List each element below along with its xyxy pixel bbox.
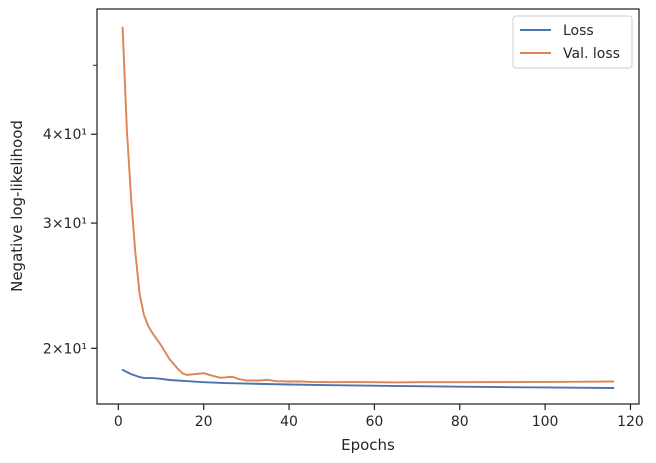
x-tick-label: 80 [451,414,469,430]
x-tick-label: 100 [532,414,559,430]
series-line-val-loss [121,26,615,384]
y-tick-label: 2×10¹ [43,341,87,357]
x-axis-label: Epochs [341,436,395,454]
plot-area [96,8,640,405]
series-layer [121,26,615,389]
x-tick-label: 20 [195,414,213,430]
legend-label-loss: Loss [563,23,594,39]
x-tick-label: 120 [617,414,644,430]
y-tick-label: 3×10¹ [43,216,87,232]
x-tick-label: 0 [114,414,123,430]
x-tick-label: 40 [280,414,298,430]
series-line-loss [121,368,615,389]
legend-label-val-loss: Val. loss [563,46,620,62]
ticks-layer: 0 20 40 60 80 100 120 2×10¹ 3×10¹ 4×10¹ [43,64,644,430]
y-tick-label: 4×10¹ [43,127,87,143]
legend: Loss Val. loss [512,15,633,69]
x-tick-label: 60 [365,414,383,430]
y-axis-label: Negative log-likelihood [8,120,26,292]
